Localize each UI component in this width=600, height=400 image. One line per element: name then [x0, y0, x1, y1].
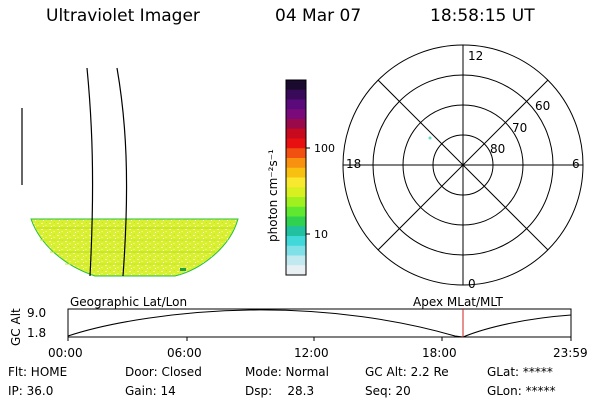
- x-tick-0600: 06:00: [167, 346, 202, 360]
- status-glat: GLat: *****: [487, 365, 553, 379]
- x-tick-1800: 18:00: [422, 346, 457, 360]
- mlt-label-18: 18: [346, 157, 361, 171]
- colorbar-swatch: [286, 245, 306, 256]
- date-label: 04 Mar 07: [275, 6, 362, 26]
- instrument-title: Ultraviolet Imager: [46, 6, 200, 26]
- time-label: 18:58:15 UT: [430, 6, 535, 26]
- intensity-colorbar: [285, 79, 310, 276]
- geographic-image: [21, 67, 239, 277]
- colorbar-swatch: [286, 80, 306, 91]
- timeline-left-title: Geographic Lat/Lon: [70, 295, 187, 309]
- colorbar-swatch: [286, 128, 306, 139]
- mlt-label-0: 0: [468, 277, 476, 291]
- mlt-label-12: 12: [468, 49, 483, 63]
- status-seq: Seq: 20: [365, 384, 411, 398]
- status-door: Door: Closed: [125, 365, 202, 379]
- lat-label-70: 70: [512, 121, 527, 135]
- colorbar-frame: [285, 79, 307, 276]
- colorbar-swatch: [286, 148, 306, 159]
- colorbar-swatch: [286, 109, 306, 120]
- colorbar-swatch: [286, 197, 306, 208]
- status-glon: GLon: *****: [487, 384, 556, 398]
- timeline-right-title: Apex MLat/MLT: [413, 295, 503, 309]
- status-gc-alt: GC Alt: 2.2 Re: [365, 365, 449, 379]
- colorbar-swatch: [286, 255, 306, 266]
- colorbar-swatch: [286, 226, 306, 237]
- status-ip: IP: 36.0: [8, 384, 54, 398]
- altitude-curve: [67, 309, 572, 338]
- colorbar-swatch: [286, 187, 306, 198]
- colorbar-swatch: [286, 236, 306, 247]
- colorbar-swatch: [286, 265, 306, 276]
- y-tick-9: 9.0: [27, 306, 46, 320]
- colorbar-swatch: [286, 177, 306, 188]
- lat-label-80: 80: [490, 142, 505, 156]
- timeline-x-ticks: [67, 337, 572, 341]
- x-tick-0000: 00:00: [48, 346, 83, 360]
- colorbar-swatch: [286, 206, 306, 217]
- colorbar-swatch: [286, 89, 306, 100]
- y-tick-1-8: 1.8: [27, 326, 46, 340]
- altitude-timeline-frame: [67, 308, 572, 338]
- colorbar-unit-label: photon cm⁻²s⁻¹: [266, 149, 280, 242]
- colorbar-swatch: [286, 138, 306, 149]
- status-flt: Flt: HOME: [8, 365, 68, 379]
- gc-alt-axis-title: GC Alt: [9, 308, 23, 346]
- mlt-label-6: 6: [572, 157, 580, 171]
- polar-data-point: [428, 136, 432, 140]
- colorbar-swatch: [286, 99, 306, 110]
- colorbar-swatch: [286, 167, 306, 178]
- colorbar-tick-100: 100: [314, 142, 335, 155]
- colorbar-swatch: [286, 158, 306, 169]
- polar-mlt-plot: [342, 44, 584, 286]
- status-mode: Mode: Normal: [245, 365, 329, 379]
- colorbar-swatch: [286, 216, 306, 227]
- lat-label-60: 60: [535, 99, 550, 113]
- colorbar-tick-10: 10: [314, 228, 328, 241]
- status-gain: Gain: 14: [125, 384, 176, 398]
- colorbar-swatch: [286, 119, 306, 130]
- status-dsp: Dsp: 28.3: [245, 384, 315, 398]
- x-tick-1200: 12:00: [294, 346, 329, 360]
- x-tick-2359: 23:59: [553, 346, 588, 360]
